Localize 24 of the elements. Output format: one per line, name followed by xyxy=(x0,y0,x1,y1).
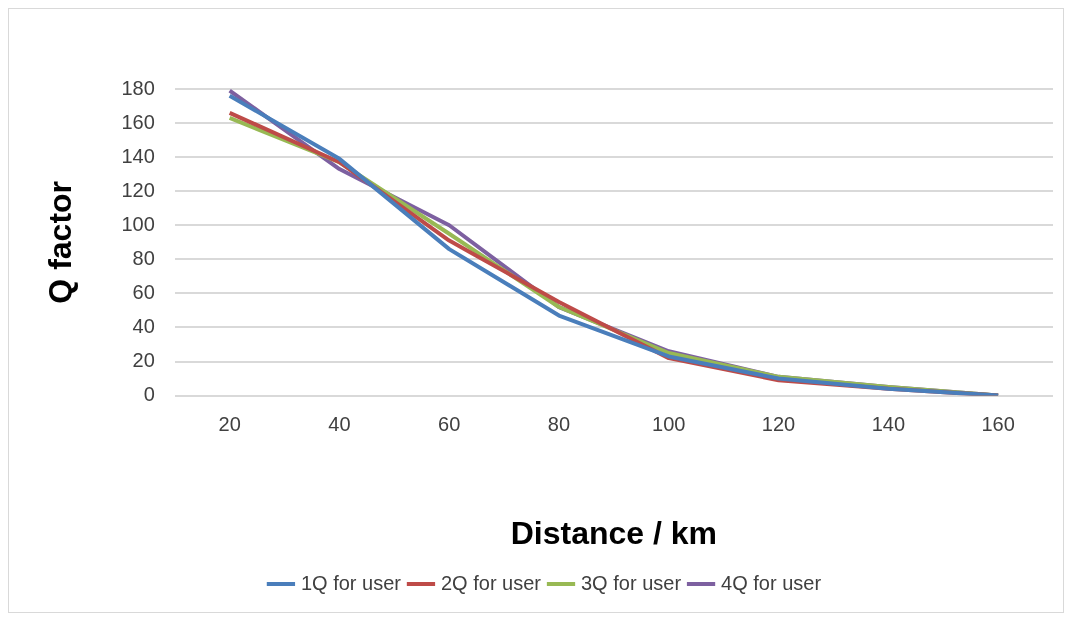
x-tick-label: 40 xyxy=(328,413,351,436)
y-tick-label: 160 xyxy=(121,110,155,133)
y-tick-label: 0 xyxy=(143,383,155,406)
legend-label: 2Q for user xyxy=(440,571,542,594)
y-tick-label: 140 xyxy=(121,144,155,167)
y-tick-label: 180 xyxy=(121,76,155,99)
x-axis-title: Distance / km xyxy=(510,514,718,551)
y-tick-label: 20 xyxy=(132,349,155,372)
x-tick-label: 140 xyxy=(871,413,906,436)
x-tick-label: 100 xyxy=(652,413,686,436)
x-tick-label: 60 xyxy=(438,413,461,436)
y-tick-label: 60 xyxy=(132,280,155,303)
legend-label: 3Q for user xyxy=(581,571,682,594)
x-tick-label: 20 xyxy=(218,413,241,436)
y-tick-label: 120 xyxy=(121,178,155,201)
y-tick-label: 40 xyxy=(132,314,155,337)
legend-label: 1Q for user xyxy=(300,571,402,594)
y-tick-label: 80 xyxy=(132,246,155,269)
x-tick-label: 80 xyxy=(547,413,571,436)
x-tick-label: 120 xyxy=(761,413,796,436)
y-tick-label: 100 xyxy=(121,212,155,235)
legend-label: 4Q for user xyxy=(721,571,822,594)
x-tick-label: 160 xyxy=(981,413,1015,436)
y-axis-title: Q factor xyxy=(42,180,79,304)
